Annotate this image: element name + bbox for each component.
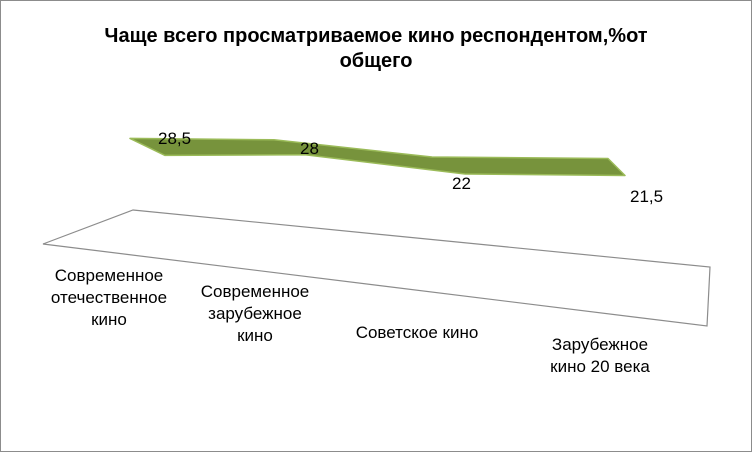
data-label: 22: [452, 174, 471, 193]
category-label: зарубежное: [208, 304, 302, 323]
category-label: кино: [237, 326, 273, 345]
category-label: кино 20 века: [550, 357, 650, 376]
category-label: Современное: [201, 282, 310, 301]
data-label: 28: [300, 139, 319, 158]
category-label: Зарубежное: [552, 335, 648, 354]
category-labels: Современное отечественное кино Современное з…: [51, 266, 650, 376]
data-label: 28,5: [158, 129, 191, 148]
chart-title-line-2: общего: [340, 50, 413, 72]
data-label: 21,5: [630, 187, 663, 206]
category-label: отечественное: [51, 288, 167, 307]
series-ribbon-surface: [129, 137, 626, 177]
series-ribbon: [129, 137, 626, 177]
chart-title-line-1: Чаще всего просматриваемое кино респонде…: [104, 25, 647, 47]
category-label: Современное: [55, 266, 164, 285]
floor-plane: [42, 209, 711, 327]
category-label: Советское кино: [356, 323, 479, 342]
category-label: кино: [91, 310, 127, 329]
data-labels: 28,5 28 22 21,5: [158, 129, 663, 206]
